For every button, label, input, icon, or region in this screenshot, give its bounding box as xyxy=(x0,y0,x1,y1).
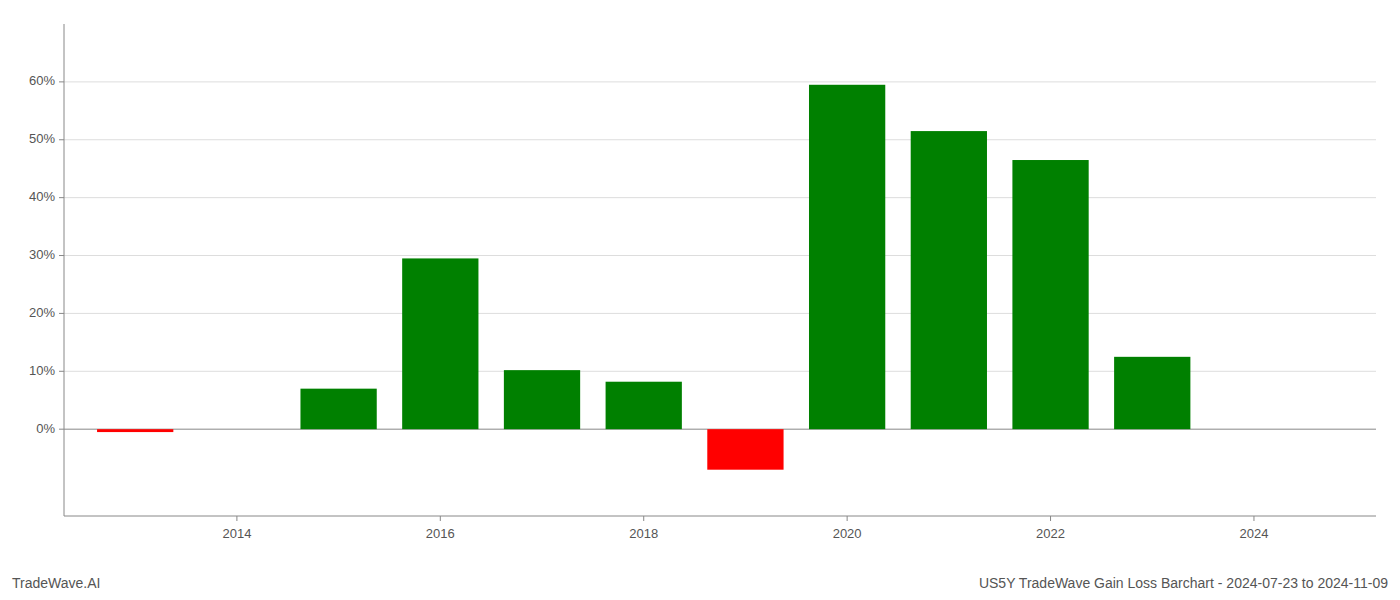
y-tick-label: 50% xyxy=(29,131,55,146)
x-tick xyxy=(1253,516,1254,521)
bar xyxy=(809,85,885,429)
grid-line xyxy=(64,139,1376,140)
x-axis-line xyxy=(64,516,1376,517)
bar xyxy=(300,389,376,430)
y-tick-label: 40% xyxy=(29,189,55,204)
y-tick-label: 20% xyxy=(29,305,55,320)
x-tick xyxy=(440,516,441,521)
bar xyxy=(707,429,783,470)
y-tick xyxy=(59,81,64,82)
annotation: TradeWave.AI xyxy=(12,575,100,591)
bar xyxy=(504,370,580,429)
x-tick xyxy=(847,516,848,521)
y-tick xyxy=(59,255,64,256)
x-tick-label: 2014 xyxy=(222,526,251,541)
x-tick-label: 2020 xyxy=(833,526,862,541)
bar xyxy=(911,131,987,429)
x-tick xyxy=(1050,516,1051,521)
x-tick xyxy=(236,516,237,521)
y-tick-label: 0% xyxy=(36,421,55,436)
x-tick-label: 2022 xyxy=(1036,526,1065,541)
grid xyxy=(64,82,1376,429)
y-tick-label: 10% xyxy=(29,363,55,378)
x-tick xyxy=(643,516,644,521)
background xyxy=(0,0,1400,600)
grid-line xyxy=(64,81,1376,82)
grid-line xyxy=(64,255,1376,256)
y-tick xyxy=(59,197,64,198)
x-tick-label: 2018 xyxy=(629,526,658,541)
y-tick xyxy=(59,139,64,140)
grid-line xyxy=(64,313,1376,314)
y-axis-line xyxy=(64,24,65,516)
axes: 0% 10% 20% 30% 40% 50% 60% 2014 2016 2018 2020 2022… xyxy=(29,24,1376,541)
chart: 0% 10% 20% 30% 40% 50% 60% 2014 2016 2018 2020 2022… xyxy=(0,0,1400,600)
y-tick xyxy=(59,313,64,314)
title: US5Y TradeWave Gain Loss Barchart - 2024… xyxy=(979,575,1388,591)
bar xyxy=(402,258,478,429)
bar xyxy=(1012,160,1088,429)
x-tick-label: 2016 xyxy=(426,526,455,541)
bar xyxy=(1114,357,1190,429)
bar xyxy=(97,429,173,432)
bars xyxy=(97,85,1190,470)
y-tick-label: 60% xyxy=(29,73,55,88)
y-tick-label: 30% xyxy=(29,247,55,262)
grid-line xyxy=(64,197,1376,198)
bar xyxy=(606,382,682,429)
y-tick xyxy=(59,429,64,430)
x-tick-label: 2024 xyxy=(1239,526,1268,541)
y-tick xyxy=(59,371,64,372)
